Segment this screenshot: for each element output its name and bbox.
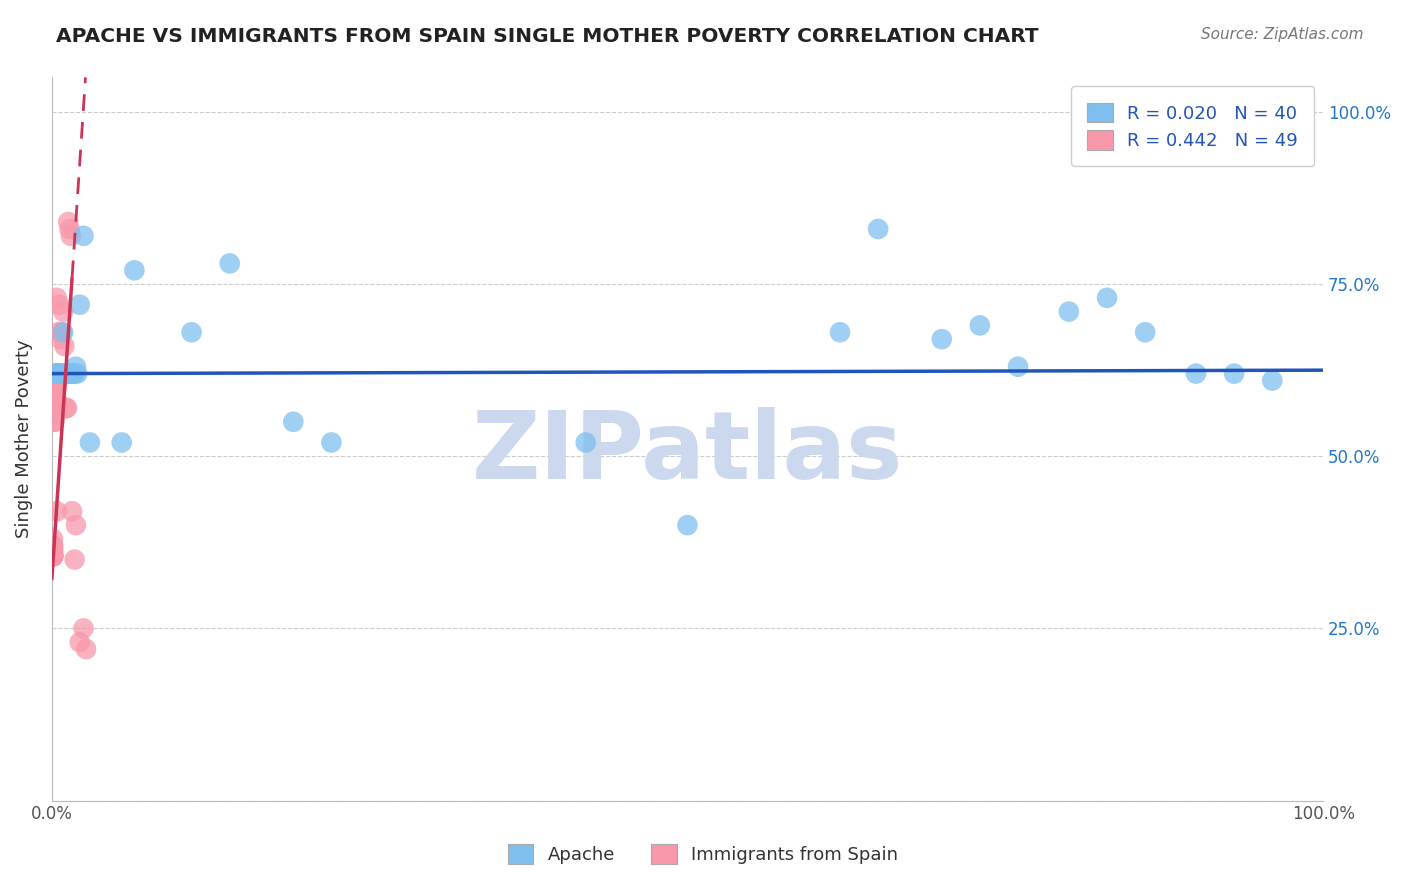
Point: [59, 228, 82, 243]
Point: [48, 367, 70, 381]
Point: [52, 304, 75, 318]
Point: [69, 298, 91, 312]
Point: [51, 367, 73, 381]
Point: [44, 367, 66, 381]
Point: [676, 518, 699, 533]
Point: [42, 549, 65, 563]
Point: [63, 367, 86, 381]
Point: [42, 549, 65, 563]
Point: [124, 263, 146, 277]
Point: [56, 367, 79, 381]
Point: [62, 367, 84, 381]
Point: [58, 215, 80, 229]
Point: [42, 546, 65, 560]
Point: [111, 435, 134, 450]
Point: [58, 222, 80, 236]
Point: [42, 542, 65, 557]
Point: [42, 542, 65, 557]
Text: ZIPatlas: ZIPatlas: [472, 408, 903, 500]
Point: [46, 326, 69, 340]
Point: [931, 332, 953, 346]
Point: [72, 622, 94, 636]
Point: [75, 642, 97, 657]
Point: [828, 326, 851, 340]
Point: [1007, 359, 1029, 374]
Point: [58, 367, 80, 381]
Point: [65, 359, 87, 374]
Point: [53, 339, 76, 353]
Point: [44, 394, 66, 409]
Point: [45, 394, 67, 409]
Point: [45, 367, 67, 381]
Point: [42, 549, 65, 563]
Text: APACHE VS IMMIGRANTS FROM SPAIN SINGLE MOTHER POVERTY CORRELATION CHART: APACHE VS IMMIGRANTS FROM SPAIN SINGLE M…: [56, 27, 1039, 45]
Point: [868, 222, 890, 236]
Point: [60, 367, 83, 381]
Point: [56, 401, 79, 415]
Point: [55, 367, 77, 381]
Point: [48, 298, 70, 312]
Point: [1095, 291, 1118, 305]
Point: [45, 367, 67, 381]
Point: [63, 552, 86, 566]
Y-axis label: Single Mother Poverty: Single Mother Poverty: [15, 340, 32, 539]
Point: [65, 518, 87, 533]
Point: [180, 326, 202, 340]
Point: [59, 367, 82, 381]
Point: [1133, 326, 1156, 340]
Point: [53, 367, 76, 381]
Point: [46, 374, 69, 388]
Point: [79, 435, 101, 450]
Point: [44, 374, 66, 388]
Point: [575, 435, 598, 450]
Point: [1223, 367, 1246, 381]
Point: [52, 326, 75, 340]
Point: [55, 401, 77, 415]
Point: [49, 367, 72, 381]
Point: [69, 635, 91, 649]
Point: [46, 367, 69, 381]
Point: [283, 415, 305, 429]
Point: [42, 549, 65, 563]
Point: [42, 539, 65, 553]
Point: [42, 546, 65, 560]
Point: [42, 549, 65, 563]
Point: [42, 532, 65, 546]
Point: [45, 408, 67, 422]
Point: [321, 435, 343, 450]
Point: [49, 332, 72, 346]
Point: [51, 326, 73, 340]
Point: [969, 318, 991, 333]
Legend: R = 0.020   N = 40, R = 0.442   N = 49: R = 0.020 N = 40, R = 0.442 N = 49: [1071, 87, 1315, 166]
Point: [1261, 374, 1284, 388]
Point: [44, 415, 66, 429]
Point: [218, 256, 240, 270]
Point: [1057, 304, 1080, 318]
Point: [45, 367, 67, 381]
Point: [58, 367, 80, 381]
Point: [42, 539, 65, 553]
Point: [66, 367, 89, 381]
Point: [45, 367, 67, 381]
Point: [44, 415, 66, 429]
Point: [42, 549, 65, 563]
Point: [42, 549, 65, 563]
Point: [42, 549, 65, 563]
Legend: Apache, Immigrants from Spain: Apache, Immigrants from Spain: [494, 830, 912, 879]
Point: [45, 291, 67, 305]
Text: Source: ZipAtlas.com: Source: ZipAtlas.com: [1201, 27, 1364, 42]
Point: [1185, 367, 1208, 381]
Point: [44, 380, 66, 394]
Point: [45, 504, 67, 518]
Point: [72, 228, 94, 243]
Point: [45, 394, 67, 409]
Point: [42, 549, 65, 563]
Point: [44, 380, 66, 394]
Point: [60, 504, 83, 518]
Point: [45, 380, 67, 394]
